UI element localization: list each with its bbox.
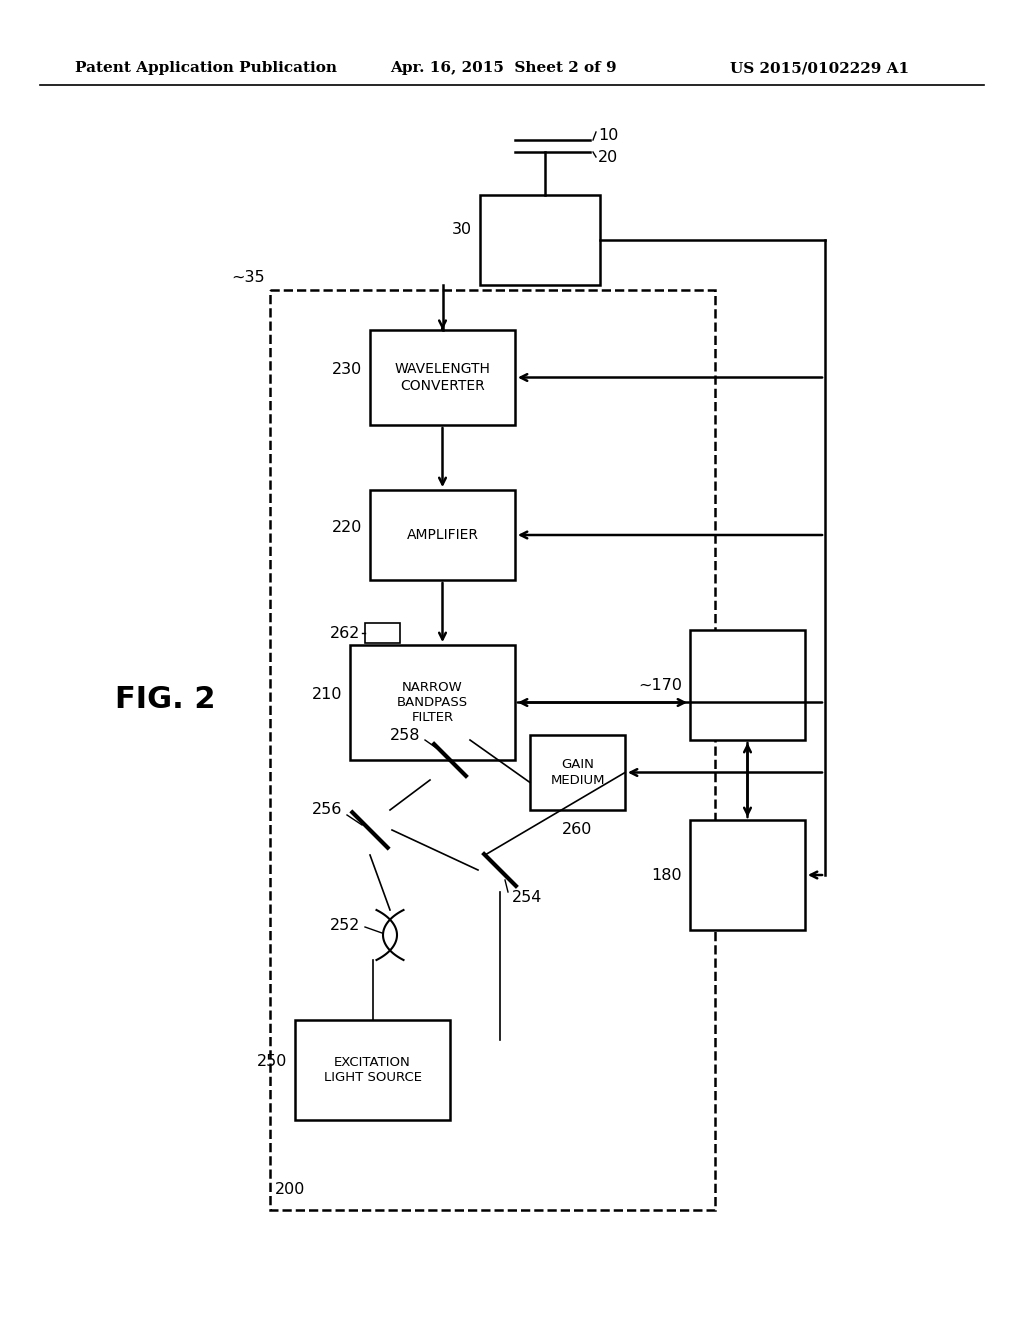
Text: 252: 252 (330, 917, 360, 932)
Text: 20: 20 (598, 149, 618, 165)
Bar (480, 195, 600, 285)
Bar (370, 490, 515, 579)
Text: AMPLIFIER: AMPLIFIER (407, 528, 478, 543)
Bar (690, 820, 805, 931)
Bar (350, 645, 515, 760)
Text: 210: 210 (311, 686, 342, 702)
Text: 10: 10 (598, 128, 618, 143)
Bar (530, 735, 625, 810)
Text: 262: 262 (330, 626, 360, 640)
Text: 200: 200 (275, 1183, 305, 1197)
Text: 230: 230 (332, 362, 362, 378)
Text: GAIN
MEDIUM: GAIN MEDIUM (550, 759, 605, 787)
Text: NARROW
BANDPASS
FILTER: NARROW BANDPASS FILTER (397, 681, 468, 723)
Text: US 2015/0102229 A1: US 2015/0102229 A1 (730, 61, 909, 75)
Text: 256: 256 (311, 803, 342, 817)
Text: 258: 258 (389, 727, 420, 742)
Text: 220: 220 (332, 520, 362, 535)
Text: WAVELENGTH
CONVERTER: WAVELENGTH CONVERTER (394, 363, 490, 392)
Text: ~35: ~35 (231, 271, 265, 285)
Text: 250: 250 (257, 1055, 287, 1069)
Text: EXCITATION
LIGHT SOURCE: EXCITATION LIGHT SOURCE (324, 1056, 422, 1084)
Text: 254: 254 (512, 891, 543, 906)
Bar (370, 330, 515, 425)
Text: Patent Application Publication: Patent Application Publication (75, 61, 337, 75)
Text: 180: 180 (651, 867, 682, 883)
Text: 260: 260 (562, 822, 593, 837)
Text: 30: 30 (452, 223, 472, 238)
Bar (270, 290, 715, 1210)
Bar (295, 1020, 450, 1119)
Text: ~170: ~170 (638, 677, 682, 693)
Bar (365, 623, 400, 643)
Bar (690, 630, 805, 741)
Text: FIG. 2: FIG. 2 (115, 685, 215, 714)
Text: Apr. 16, 2015  Sheet 2 of 9: Apr. 16, 2015 Sheet 2 of 9 (390, 61, 616, 75)
